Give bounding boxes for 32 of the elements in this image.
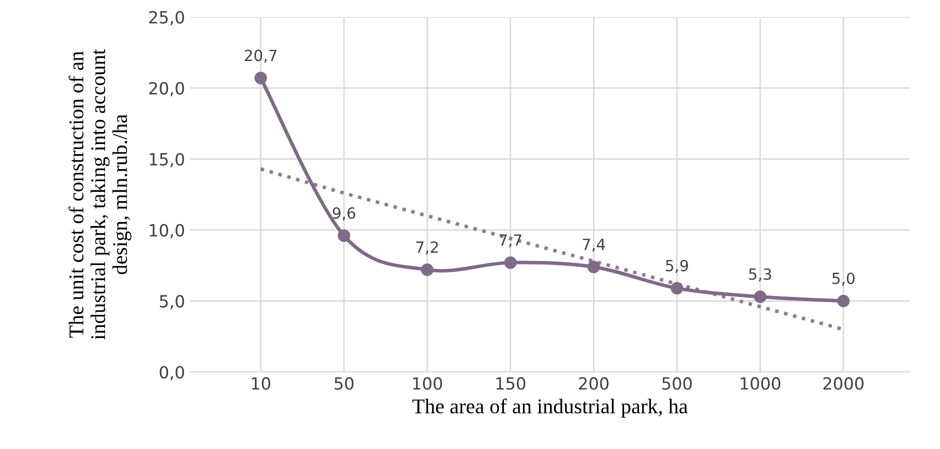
y-tick-label: 15,0 bbox=[150, 152, 184, 168]
data-label: 9,6 bbox=[332, 207, 356, 220]
point bbox=[837, 294, 850, 308]
point bbox=[587, 260, 600, 274]
point bbox=[670, 282, 684, 294]
point bbox=[504, 256, 517, 269]
y-tick-label: 20,0 bbox=[149, 82, 184, 96]
data-label: 7,4 bbox=[582, 238, 605, 252]
x-tick-label: 200 bbox=[579, 377, 608, 390]
data-label: 5,0 bbox=[832, 272, 855, 286]
x-tick-label: 10 bbox=[252, 377, 270, 390]
data-label: 5,9 bbox=[666, 260, 688, 273]
point bbox=[754, 290, 766, 303]
data-label: 5,3 bbox=[749, 268, 772, 282]
y-tick-label: 0,0 bbox=[160, 366, 184, 380]
y-tick-label: 25,0 bbox=[149, 10, 184, 26]
data-label: 7,7 bbox=[500, 234, 522, 248]
x-tick-label: 500 bbox=[662, 377, 692, 390]
point bbox=[338, 229, 350, 242]
data-label: 7,2 bbox=[416, 241, 438, 254]
x-axis-title: The area of an industrial park, ha bbox=[412, 398, 688, 418]
data-label: 20,7 bbox=[244, 50, 276, 63]
x-tick-label: 1000 bbox=[740, 377, 780, 390]
x-tick-label: 100 bbox=[413, 377, 442, 390]
point bbox=[254, 72, 267, 84]
y-tick-label: 10,0 bbox=[150, 224, 184, 238]
y-tick-label: 5,0 bbox=[160, 294, 184, 310]
x-tick-label: 50 bbox=[334, 377, 354, 390]
x-tick-label: 2000 bbox=[823, 377, 864, 390]
y-axis-title: The unit cost of construction of an industrial park, taking into account design, mln.rub./ha bbox=[68, 49, 132, 340]
point bbox=[420, 264, 434, 276]
x-tick-label: 150 bbox=[496, 377, 526, 390]
